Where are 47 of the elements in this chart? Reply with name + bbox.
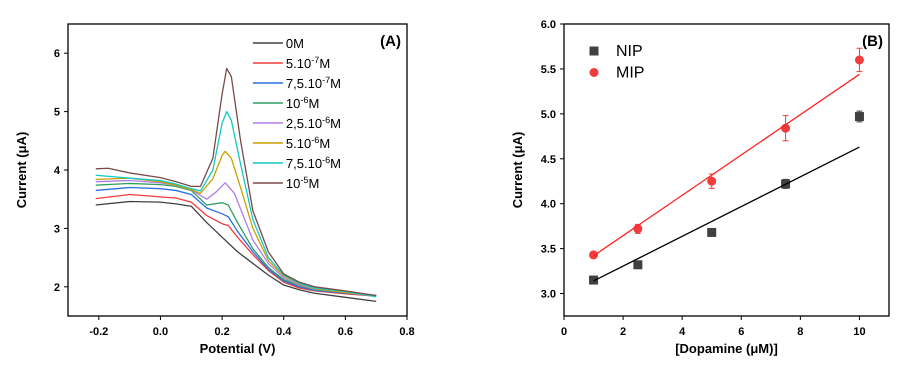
y-tick-label: 4 — [54, 165, 61, 177]
y-axis-title: Current (μA) — [14, 132, 29, 208]
legend-label: 7,5.10$^{-7}$M — [286, 75, 342, 91]
y-axis-title: Current (μA) — [510, 132, 525, 208]
x-tick-label: 0.8 — [399, 326, 415, 338]
y-tick-label: 6 — [54, 48, 60, 60]
legend-label: 10$^{-5}$M — [286, 175, 320, 191]
x-tick-label: 0.2 — [214, 326, 230, 338]
x-tick-label: 8 — [797, 326, 804, 338]
annotation: (A) — [380, 33, 401, 50]
x-tick-label: 4 — [679, 326, 686, 338]
x-tick-label: 0.4 — [276, 326, 292, 338]
line-series — [95, 68, 377, 296]
x-tick-label: 6 — [738, 326, 744, 338]
x-tick-label: 0.6 — [338, 326, 354, 338]
y-tick-label: 5.5 — [540, 64, 556, 76]
line-series — [95, 110, 377, 298]
y-tick-label: 2 — [54, 282, 60, 294]
y-tick-label: 4.5 — [540, 154, 556, 166]
legend-label: 2,5.10$^{-6}$M — [286, 115, 342, 131]
point — [589, 276, 598, 285]
y-tick-label: 3 — [54, 223, 60, 236]
x-tick-label: 2 — [620, 326, 626, 338]
point — [633, 260, 642, 270]
y-tick-label: 5.0 — [540, 108, 556, 121]
legend-label: MIP — [616, 64, 644, 82]
legend-label: 5.10$^{-7}$M — [286, 55, 330, 71]
y-tick-label: 3.0 — [540, 288, 556, 301]
annotation: (B) — [862, 33, 883, 50]
legend-label: 5.10$^{-6}$M — [286, 135, 330, 151]
y-tick-label: 4.0 — [540, 198, 556, 211]
x-tick-label: -0.2 — [89, 326, 108, 338]
point — [854, 55, 864, 64]
x-axis-title: [Dopamine (μM)] — [675, 341, 778, 356]
legend-label: 7,5.10$^{-6}$M — [286, 155, 342, 171]
y-tick-label: 5 — [54, 106, 60, 119]
point — [707, 228, 716, 237]
x-axis-title: Potential (V) — [200, 341, 276, 356]
y-tick-label: 6.0 — [540, 19, 556, 31]
legend-label: NIP — [616, 43, 643, 60]
legend-label: 0M — [286, 36, 304, 51]
y-tick-label: 3.5 — [540, 244, 556, 256]
x-tick-label: 0.0 — [152, 326, 168, 338]
legend-label: 10$^{-6}$M — [286, 95, 320, 111]
x-tick-label: 10 — [853, 326, 866, 338]
point — [707, 176, 716, 186]
x-tick-label: 0 — [560, 326, 568, 338]
